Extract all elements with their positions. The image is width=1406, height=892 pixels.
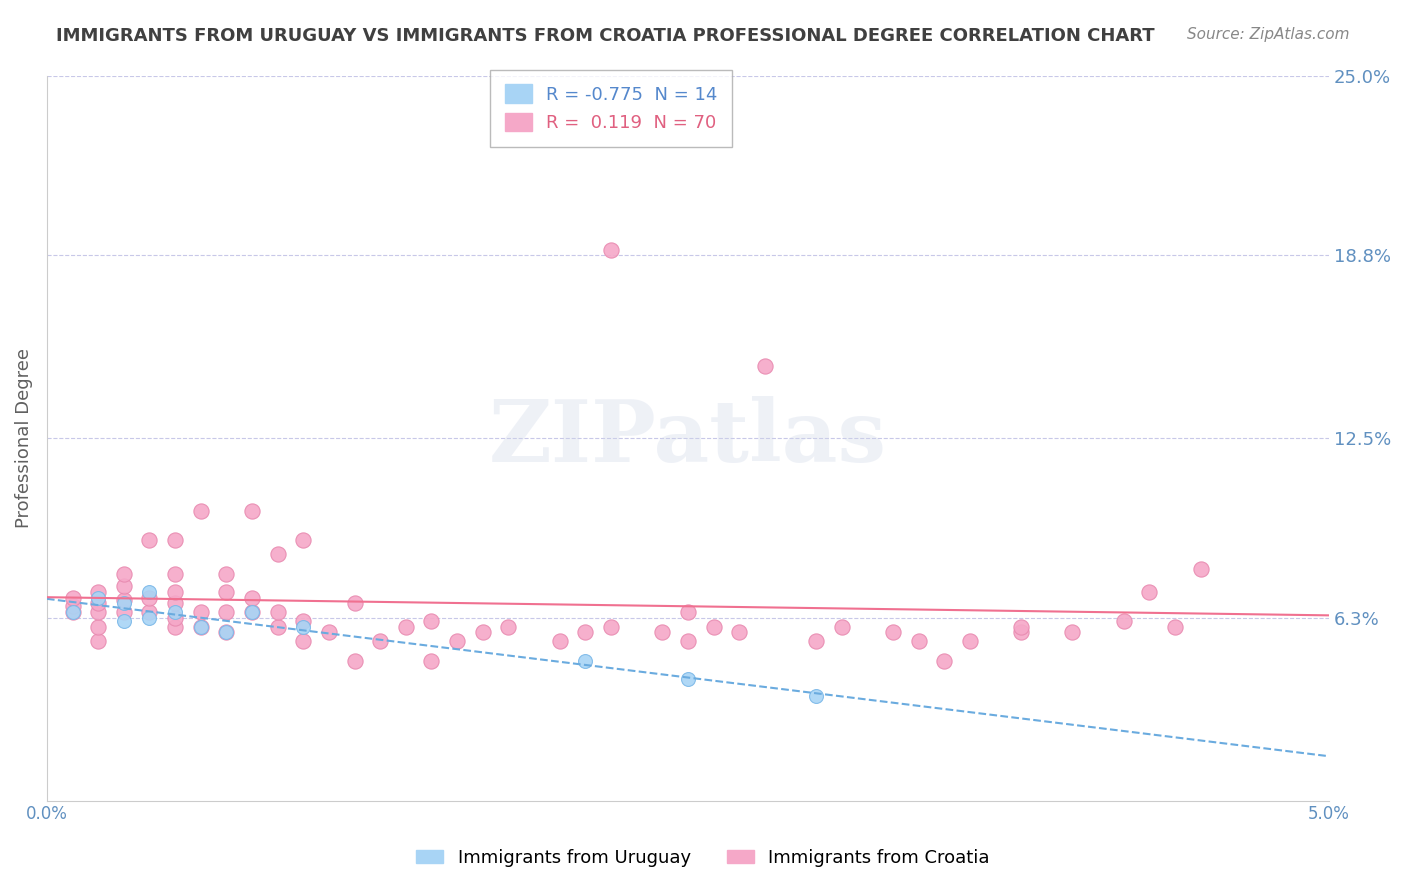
Point xyxy=(112,567,135,582)
Point xyxy=(676,605,699,619)
Point xyxy=(215,567,238,582)
Point xyxy=(87,605,110,619)
Point xyxy=(1112,614,1135,628)
Point xyxy=(574,654,596,668)
Point xyxy=(600,619,623,633)
Point xyxy=(190,619,212,633)
Point xyxy=(240,503,263,517)
Point xyxy=(112,596,135,610)
Point xyxy=(804,634,827,648)
Point xyxy=(1164,619,1187,633)
Point xyxy=(112,605,135,619)
Point xyxy=(62,599,84,614)
Point xyxy=(165,611,187,625)
Point xyxy=(702,619,724,633)
Point xyxy=(165,567,187,582)
Point xyxy=(62,591,84,605)
Point xyxy=(112,593,135,607)
Point xyxy=(215,605,238,619)
Text: Source: ZipAtlas.com: Source: ZipAtlas.com xyxy=(1187,27,1350,42)
Point xyxy=(62,605,84,619)
Point xyxy=(138,605,160,619)
Point xyxy=(318,625,340,640)
Point xyxy=(62,605,84,619)
Point xyxy=(190,619,212,633)
Point xyxy=(266,547,288,561)
Point xyxy=(831,619,853,633)
Point xyxy=(343,654,366,668)
Point xyxy=(959,634,981,648)
Point xyxy=(676,672,699,686)
Point xyxy=(112,579,135,593)
Point xyxy=(87,584,110,599)
Point xyxy=(754,359,776,373)
Point xyxy=(165,533,187,547)
Point xyxy=(292,614,315,628)
Point xyxy=(907,634,929,648)
Point xyxy=(651,625,673,640)
Point xyxy=(165,584,187,599)
Point xyxy=(87,619,110,633)
Point xyxy=(1139,584,1161,599)
Point xyxy=(165,596,187,610)
Point xyxy=(215,625,238,640)
Point xyxy=(112,614,135,628)
Point xyxy=(292,619,315,633)
Point xyxy=(138,584,160,599)
Point xyxy=(165,605,187,619)
Point xyxy=(548,634,571,648)
Point xyxy=(240,605,263,619)
Point xyxy=(934,654,956,668)
Point xyxy=(600,243,623,257)
Y-axis label: Professional Degree: Professional Degree xyxy=(15,348,32,528)
Point xyxy=(882,625,904,640)
Point xyxy=(574,625,596,640)
Point xyxy=(498,619,520,633)
Point xyxy=(1189,561,1212,575)
Point xyxy=(804,689,827,703)
Point xyxy=(1062,625,1084,640)
Point xyxy=(138,611,160,625)
Point xyxy=(266,619,288,633)
Point xyxy=(266,605,288,619)
Point xyxy=(215,625,238,640)
Point xyxy=(1010,619,1032,633)
Point xyxy=(292,533,315,547)
Point xyxy=(138,591,160,605)
Point xyxy=(190,605,212,619)
Point xyxy=(420,654,443,668)
Point xyxy=(1010,625,1032,640)
Point xyxy=(292,634,315,648)
Point xyxy=(215,584,238,599)
Point xyxy=(395,619,418,633)
Point xyxy=(138,533,160,547)
Text: ZIPatlas: ZIPatlas xyxy=(489,396,887,480)
Legend: R = -0.775  N = 14, R =  0.119  N = 70: R = -0.775 N = 14, R = 0.119 N = 70 xyxy=(491,70,733,146)
Point xyxy=(420,614,443,628)
Point xyxy=(728,625,751,640)
Point xyxy=(87,591,110,605)
Point xyxy=(240,591,263,605)
Point xyxy=(446,634,468,648)
Point xyxy=(343,596,366,610)
Legend: Immigrants from Uruguay, Immigrants from Croatia: Immigrants from Uruguay, Immigrants from… xyxy=(409,842,997,874)
Point xyxy=(87,634,110,648)
Point xyxy=(87,596,110,610)
Point xyxy=(471,625,494,640)
Point xyxy=(240,605,263,619)
Text: IMMIGRANTS FROM URUGUAY VS IMMIGRANTS FROM CROATIA PROFESSIONAL DEGREE CORRELATI: IMMIGRANTS FROM URUGUAY VS IMMIGRANTS FR… xyxy=(56,27,1154,45)
Point xyxy=(190,503,212,517)
Point xyxy=(165,619,187,633)
Point xyxy=(676,634,699,648)
Point xyxy=(368,634,391,648)
